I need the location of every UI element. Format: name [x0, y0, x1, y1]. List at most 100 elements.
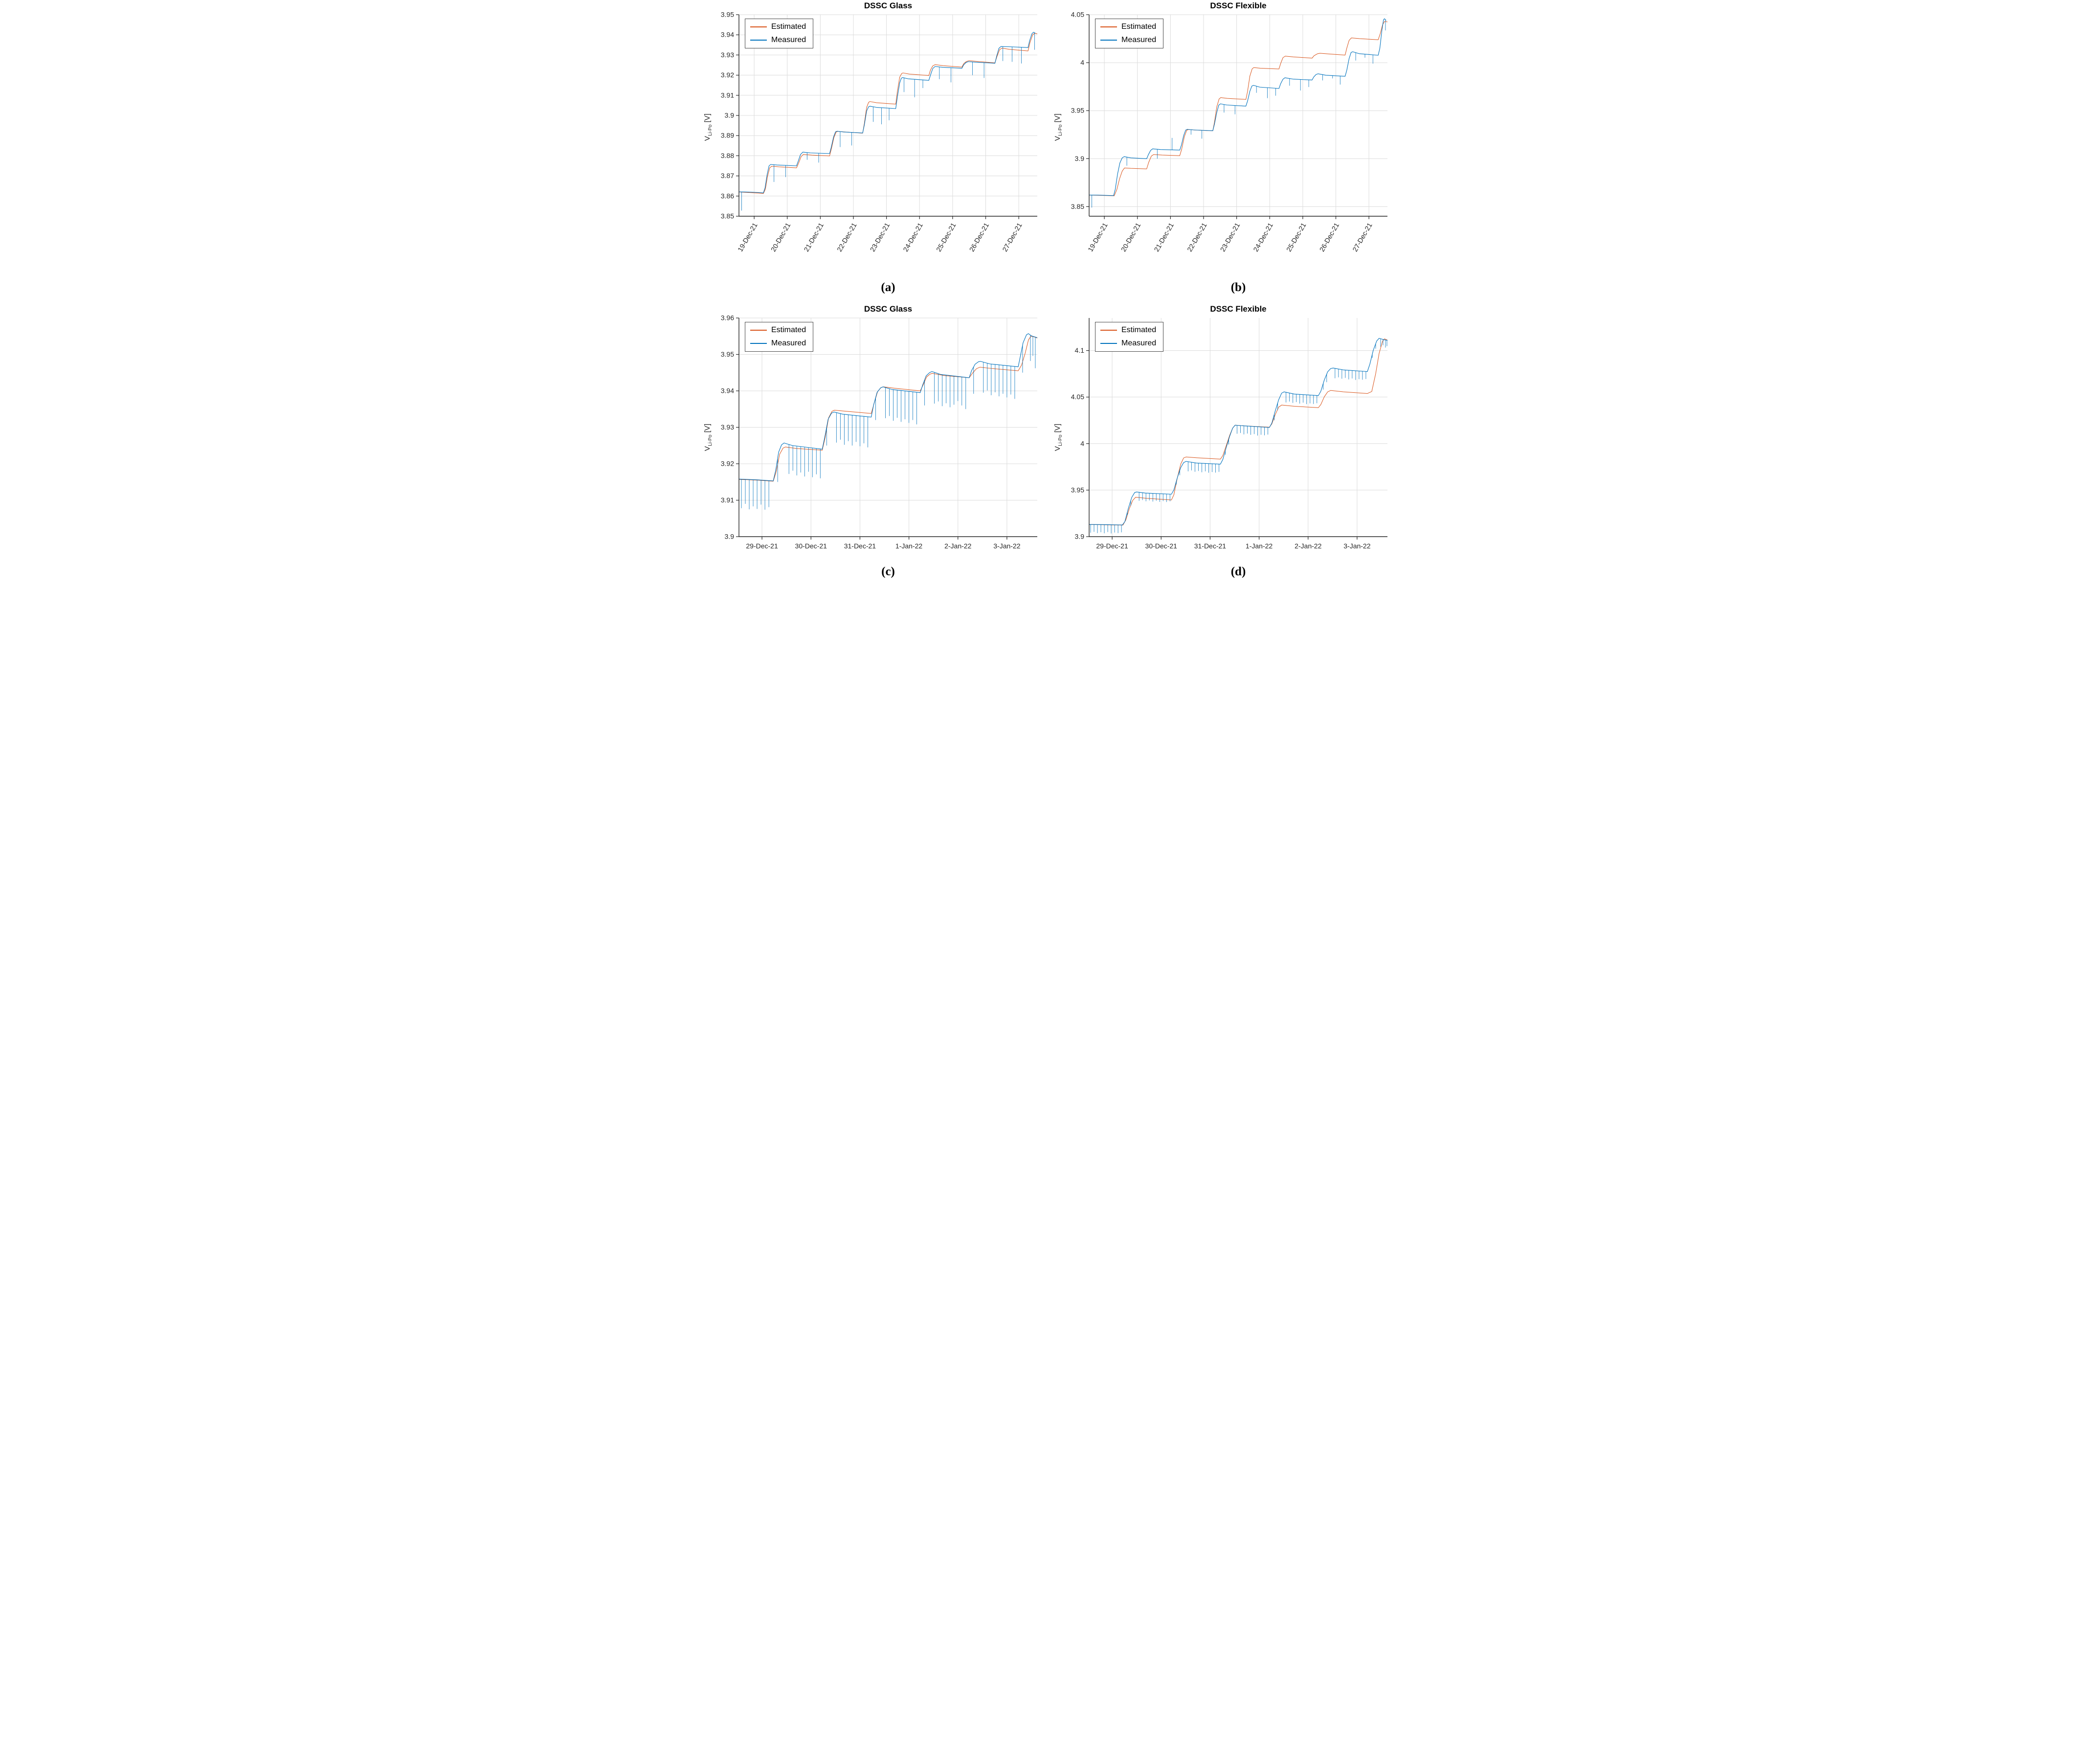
svg-text:4.05: 4.05 — [1071, 12, 1084, 19]
legend-label: Measured — [771, 36, 806, 44]
panel-b: DSSC Flexible 3.85 3.9 3.95 4 4.05 19-Dec-21 2… — [1050, 0, 1400, 303]
svg-text:3.95: 3.95 — [721, 350, 734, 358]
svg-text:22-Dec-21: 22-Dec-21 — [835, 221, 858, 253]
chart-title: DSSC Flexible — [1210, 1, 1267, 10]
legend-label: Measured — [1121, 339, 1157, 347]
legend-label: Estimated — [1121, 326, 1157, 334]
svg-text:3.93: 3.93 — [721, 51, 734, 59]
svg-text:3.94: 3.94 — [721, 31, 734, 39]
svg-text:19-Dec-21: 19-Dec-21 — [1086, 221, 1109, 253]
y-axis-label: VLi-Po [V] — [703, 113, 713, 141]
svg-text:3-Jan-22: 3-Jan-22 — [1343, 542, 1370, 550]
svg-text:29-Dec-21: 29-Dec-21 — [746, 542, 778, 550]
svg-text:4.05: 4.05 — [1071, 393, 1084, 401]
plot-wrap: 3.85 3.9 3.95 4 4.05 19-Dec-21 20-Dec-21 21-Dec… — [1050, 12, 1400, 280]
svg-text:3.92: 3.92 — [721, 460, 734, 468]
panel-c: DSSC Glass 3.9 3.91 3.92 3.93 3.94 3.95 3.96 29… — [700, 303, 1050, 581]
svg-text:3.86: 3.86 — [721, 192, 734, 200]
legend-item-estimated: Estimated — [750, 326, 806, 335]
estimated-line-swatch — [1100, 330, 1117, 331]
chart-title: DSSC Glass — [864, 1, 913, 10]
svg-text:3.91: 3.91 — [721, 496, 734, 504]
svg-text:20-Dec-21: 20-Dec-21 — [769, 221, 792, 253]
svg-text:30-Dec-21: 30-Dec-21 — [1145, 542, 1178, 550]
svg-text:3.85: 3.85 — [721, 212, 734, 220]
svg-text:3.9: 3.9 — [1075, 155, 1085, 162]
chart-title: DSSC Glass — [864, 304, 913, 314]
estimated-line-swatch — [750, 26, 767, 27]
svg-text:3.95: 3.95 — [1071, 486, 1084, 494]
y-axis-label: VLi-Po [V] — [703, 424, 713, 451]
legend-item-measured: Measured — [750, 36, 806, 45]
svg-text:3.96: 3.96 — [721, 315, 734, 322]
svg-text:31-Dec-21: 31-Dec-21 — [1194, 542, 1227, 550]
svg-text:4: 4 — [1080, 439, 1084, 447]
legend-item-measured: Measured — [1100, 36, 1156, 45]
svg-text:2-Jan-22: 2-Jan-22 — [944, 542, 971, 550]
panel-caption: (a) — [881, 281, 895, 294]
svg-text:3.94: 3.94 — [721, 387, 734, 395]
svg-text:2-Jan-22: 2-Jan-22 — [1295, 542, 1321, 550]
svg-text:3.85: 3.85 — [1071, 203, 1084, 210]
plot-wrap: 3.9 3.91 3.92 3.93 3.94 3.95 3.96 29-Dec-21 30-D… — [700, 315, 1050, 556]
chart-plot-area: 3.9 3.91 3.92 3.93 3.94 3.95 3.96 29-Dec-21 30-D… — [721, 315, 1038, 550]
svg-text:27-Dec-21: 27-Dec-21 — [1351, 221, 1374, 253]
legend-item-estimated: Estimated — [1100, 23, 1156, 31]
svg-text:3.89: 3.89 — [721, 132, 734, 139]
legend-item-estimated: Estimated — [750, 23, 806, 31]
svg-text:3.92: 3.92 — [721, 71, 734, 79]
figure-grid: DSSC Glass 3.85 3.86 3.87 3.88 3.89 3.9 3.91 3.… — [700, 0, 1400, 581]
svg-text:25-Dec-21: 25-Dec-21 — [1285, 221, 1308, 253]
svg-text:3.9: 3.9 — [725, 112, 735, 119]
svg-text:4.1: 4.1 — [1075, 346, 1085, 354]
panel-a: DSSC Glass 3.85 3.86 3.87 3.88 3.89 3.9 3.91 3.… — [700, 0, 1050, 303]
panel-caption: (c) — [881, 565, 895, 578]
legend-label: Estimated — [771, 326, 806, 334]
legend-item-measured: Measured — [750, 339, 806, 348]
svg-text:3.88: 3.88 — [721, 152, 734, 159]
svg-text:3.91: 3.91 — [721, 91, 734, 99]
svg-text:31-Dec-21: 31-Dec-21 — [844, 542, 876, 550]
svg-text:1-Jan-22: 1-Jan-22 — [1246, 542, 1273, 550]
legend-label: Estimated — [1121, 23, 1157, 31]
svg-text:25-Dec-21: 25-Dec-21 — [935, 221, 958, 253]
svg-text:29-Dec-21: 29-Dec-21 — [1096, 542, 1128, 550]
svg-text:3.9: 3.9 — [1075, 533, 1085, 541]
y-axis-label: VLi-Po [V] — [1053, 424, 1063, 451]
legend: Estimated Measured — [745, 322, 814, 352]
svg-text:21-Dec-21: 21-Dec-21 — [1152, 221, 1175, 253]
chart-title: DSSC Flexible — [1210, 304, 1267, 314]
legend: Estimated Measured — [1095, 19, 1164, 48]
svg-text:3.87: 3.87 — [721, 172, 734, 180]
legend: Estimated Measured — [1095, 322, 1164, 352]
legend-label: Measured — [1121, 36, 1157, 44]
measured-line-swatch — [1100, 40, 1117, 41]
svg-text:19-Dec-21: 19-Dec-21 — [736, 221, 759, 253]
plot-wrap: 3.85 3.86 3.87 3.88 3.89 3.9 3.91 3.92 3.93 3.94 3… — [700, 12, 1050, 280]
svg-text:24-Dec-21: 24-Dec-21 — [1251, 221, 1274, 253]
legend-label: Measured — [771, 339, 806, 347]
svg-text:30-Dec-21: 30-Dec-21 — [795, 542, 827, 550]
panel-caption: (d) — [1230, 565, 1246, 578]
chart-plot-area: 3.85 3.86 3.87 3.88 3.89 3.9 3.91 3.92 3.93 3.94 3… — [721, 12, 1038, 253]
svg-text:23-Dec-21: 23-Dec-21 — [869, 221, 892, 253]
svg-text:26-Dec-21: 26-Dec-21 — [968, 221, 991, 253]
svg-text:3.9: 3.9 — [725, 533, 735, 541]
svg-text:4: 4 — [1080, 59, 1084, 67]
svg-text:20-Dec-21: 20-Dec-21 — [1119, 221, 1142, 253]
svg-text:1-Jan-22: 1-Jan-22 — [895, 542, 922, 550]
measured-line-swatch — [750, 343, 767, 344]
panel-d: DSSC Flexible 3.9 3.95 4 4.05 4.1 29-Dec-21 30… — [1050, 303, 1400, 581]
svg-text:3.95: 3.95 — [1071, 107, 1084, 114]
chart-plot-area: 3.9 3.95 4 4.05 4.1 29-Dec-21 30-Dec-21 31-Dec-… — [1071, 318, 1388, 550]
svg-text:3.95: 3.95 — [721, 12, 734, 19]
estimated-line-swatch — [1100, 26, 1117, 27]
legend-item-estimated: Estimated — [1100, 326, 1156, 335]
svg-text:24-Dec-21: 24-Dec-21 — [901, 221, 924, 253]
plot-wrap: 3.9 3.95 4 4.05 4.1 29-Dec-21 30-Dec-21 31-Dec-… — [1050, 315, 1400, 556]
svg-text:21-Dec-21: 21-Dec-21 — [802, 221, 825, 253]
legend-label: Estimated — [771, 23, 806, 31]
measured-line-swatch — [1100, 343, 1117, 344]
chart-plot-area: 3.85 3.9 3.95 4 4.05 19-Dec-21 20-Dec-21 21-Dec… — [1071, 12, 1388, 253]
svg-text:23-Dec-21: 23-Dec-21 — [1219, 221, 1242, 253]
